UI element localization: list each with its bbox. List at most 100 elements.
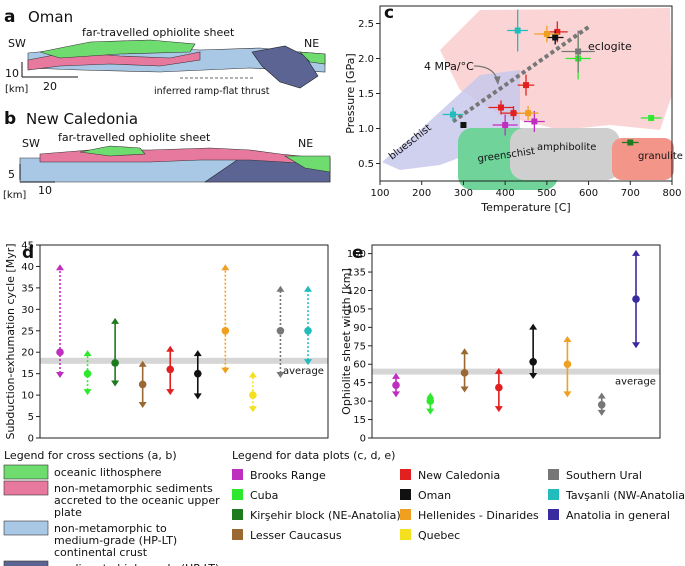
legend-data-item: Anatolia in general — [548, 509, 670, 522]
legend-swatch — [3, 480, 49, 496]
legend-label: Anatolia in general — [566, 509, 670, 522]
legend-swatch — [400, 509, 411, 520]
y-tick-label: 2.5 — [358, 19, 374, 30]
legend-label: Cuba — [250, 489, 278, 502]
legend-data-item: Quebec — [400, 529, 460, 542]
range-center-marker — [221, 326, 230, 335]
panel-c-letter: c — [384, 3, 394, 23]
legend-data-title: Legend for data plots (c, d, e) — [232, 449, 395, 462]
panel-e-y-axis-label: Ophiolite sheet width [km] — [340, 268, 353, 415]
panel-b-ocean-right — [283, 155, 331, 173]
range-low-arrow — [597, 409, 606, 416]
range-low-arrow — [426, 408, 435, 415]
plot-frame — [371, 244, 661, 439]
legend-label: non-metamorphic to medium-grade (HP-LT) co… — [54, 522, 177, 559]
data-point — [517, 74, 535, 96]
y-tick-label: 45 — [21, 241, 34, 252]
average-band — [40, 357, 328, 364]
range-center-marker — [460, 369, 469, 377]
panel-b-right-direction: NE — [298, 137, 313, 150]
legend-data-item: Oman — [400, 489, 451, 502]
panel-c-y-axis-label: Pressure [GPa] — [344, 53, 357, 133]
point-marker — [531, 118, 538, 125]
y-tick-label: 25 — [21, 326, 34, 337]
panel-a-unit: [km] — [5, 84, 28, 95]
range-series — [56, 264, 64, 378]
data-point — [517, 106, 539, 121]
legend-cross-title: Legend for cross sections (a, b) — [4, 449, 177, 462]
point-marker — [648, 115, 655, 121]
range-series — [597, 392, 606, 416]
panel-d: d 0 5 10 15 20 25 30 35 40 45 average Subduction-… — [4, 241, 329, 445]
range-series — [563, 335, 572, 398]
range-high-arrow — [193, 350, 202, 357]
range-low-arrow — [529, 372, 538, 379]
x-tick-label: 100 — [370, 188, 389, 199]
y-tick-label: 35 — [21, 283, 34, 294]
legend-swatch — [3, 464, 49, 480]
panel-a-left-direction: SW — [8, 37, 26, 50]
range-center-marker — [83, 369, 92, 378]
range-center-marker — [597, 401, 606, 409]
legend-label: Hellenides - Dinarides — [418, 509, 539, 522]
legend-cross-sections: Legend for cross sections (a, b) oceanic… — [3, 449, 220, 566]
panel-c: c eclogite blueschist greenschist amphib… — [344, 3, 683, 214]
panel-c-x-axis-label: Temperature [C] — [480, 201, 570, 214]
range-high-arrow — [426, 392, 435, 399]
panel-a-horizontal-scale-value: 20 — [43, 80, 57, 93]
y-tick-label: 20 — [21, 348, 34, 359]
range-series — [221, 264, 230, 374]
range-center-marker — [56, 348, 64, 357]
range-center-marker — [193, 369, 202, 378]
legend-data-item: Southern Ural — [548, 469, 642, 482]
range-series — [248, 371, 257, 413]
range-high-arrow — [392, 372, 400, 379]
legend-label: medium to high-grade (HP-LT)continental … — [54, 562, 219, 566]
range-low-arrow — [392, 391, 400, 398]
data-point — [534, 25, 560, 43]
range-low-arrow — [460, 386, 469, 393]
y-tick-label: 0.5 — [358, 159, 374, 170]
legend-swatch — [400, 489, 411, 500]
panel-b: b New Caledonia SW NE far-travelled ophi… — [3, 109, 331, 201]
y-tick-label: 0 — [360, 434, 366, 445]
range-high-arrow — [221, 264, 230, 271]
data-point — [523, 111, 545, 132]
data-point — [492, 114, 518, 136]
y-tick-label: 30 — [21, 305, 34, 316]
range-low-arrow — [276, 371, 285, 378]
y-tick-label: 2.0 — [358, 54, 374, 65]
legend-label: Quebec — [418, 529, 460, 542]
range-center-marker — [495, 383, 503, 392]
legend-swatch — [400, 469, 411, 480]
range-center-marker — [426, 397, 435, 405]
panel-d-y-axis-label: Subduction-exhumation cycle [Myr] — [4, 243, 17, 439]
data-point — [546, 30, 564, 45]
range-low-arrow — [193, 393, 202, 400]
range-series — [111, 317, 120, 387]
range-low-arrow — [248, 406, 257, 413]
y-tick-label: 30 — [353, 397, 366, 408]
y-tick-label: 40 — [21, 262, 34, 273]
legend-data-item: New Caledonia — [400, 469, 500, 482]
point-marker — [525, 110, 532, 117]
range-high-arrow — [111, 317, 120, 324]
facies-label: eclogite — [588, 40, 632, 53]
y-tick-label: 90 — [353, 323, 366, 334]
y-tick-label: 45 — [353, 378, 366, 389]
plot-frame — [39, 244, 329, 439]
range-high-arrow — [166, 345, 175, 352]
x-tick-label: 800 — [662, 188, 681, 199]
panel-d-average-label: average — [283, 366, 324, 377]
range-high-arrow — [56, 264, 64, 271]
panel-b-unit: [km] — [3, 190, 26, 201]
panel-b-vertical-scale-value: 5 — [8, 168, 15, 181]
legend-label: Tavşanli (NW-Anatolia) — [565, 489, 685, 502]
panel-b-sediments — [39, 147, 321, 164]
panel-a-thrust-label: inferred ramp-flat thrust — [154, 86, 270, 97]
panel-d-letter: d — [22, 243, 34, 263]
legend-swatch — [400, 529, 411, 540]
legend-swatch — [232, 529, 243, 540]
x-tick-label: 600 — [579, 188, 598, 199]
legend-swatch — [548, 489, 559, 500]
